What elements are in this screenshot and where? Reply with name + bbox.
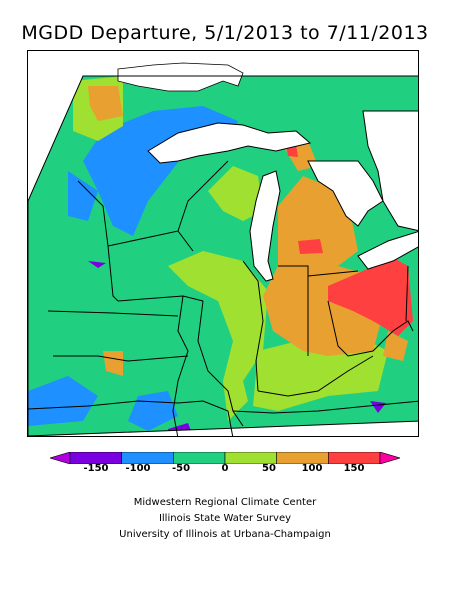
- zone-red-ohio: [328, 256, 413, 336]
- color-scale-labels: -150 -100 -50 0 50 100 150: [50, 463, 400, 477]
- legend-label-minus50: -50: [171, 463, 191, 474]
- legend-label-minus150: -150: [83, 463, 109, 474]
- zone-orange-northwest: [88, 86, 123, 121]
- zone-orange-east: [383, 331, 408, 361]
- zone-red-michigan: [298, 239, 323, 254]
- legend-label-100: 100: [301, 463, 323, 474]
- lake-michigan: [249, 170, 281, 282]
- departure-map: [28, 62, 418, 436]
- zone-purple-kentucky: [370, 401, 386, 413]
- lake-erie: [357, 231, 418, 270]
- map-title: MGDD Departure, 5/1/2013 to 7/11/2013: [21, 22, 429, 44]
- color-scale-bar: [50, 452, 400, 464]
- zone-blue-west: [68, 171, 98, 221]
- legend-swatch-7: [379, 452, 400, 464]
- map-domain-edge: [28, 75, 418, 436]
- zone-lime-ohio-valley: [253, 341, 388, 411]
- credit-line-university: University of Illinois at Urbana-Champai…: [119, 529, 331, 540]
- legend-label-150: 150: [343, 463, 365, 474]
- zone-blue-southwest: [28, 376, 98, 426]
- legend-label-0: 0: [221, 463, 229, 474]
- ontario-region: [362, 110, 418, 232]
- legend-label-minus100: -100: [125, 463, 151, 474]
- credit-line-center: Midwestern Regional Climate Center: [133, 497, 317, 508]
- zone-lime-wisconsin: [208, 166, 263, 221]
- credits: Midwestern Regional Climate Center Illin…: [0, 495, 450, 543]
- zone-lime-central: [168, 251, 268, 421]
- zone-purple-minnesota: [88, 261, 106, 268]
- lake-superior: [147, 122, 312, 164]
- canada-north: [117, 62, 244, 92]
- state-borders: [28, 160, 418, 436]
- credit-line-survey: Illinois State Water Survey: [158, 513, 292, 524]
- map-panel: [27, 50, 419, 437]
- lake-huron: [307, 160, 384, 227]
- legend-label-50: 50: [262, 463, 276, 474]
